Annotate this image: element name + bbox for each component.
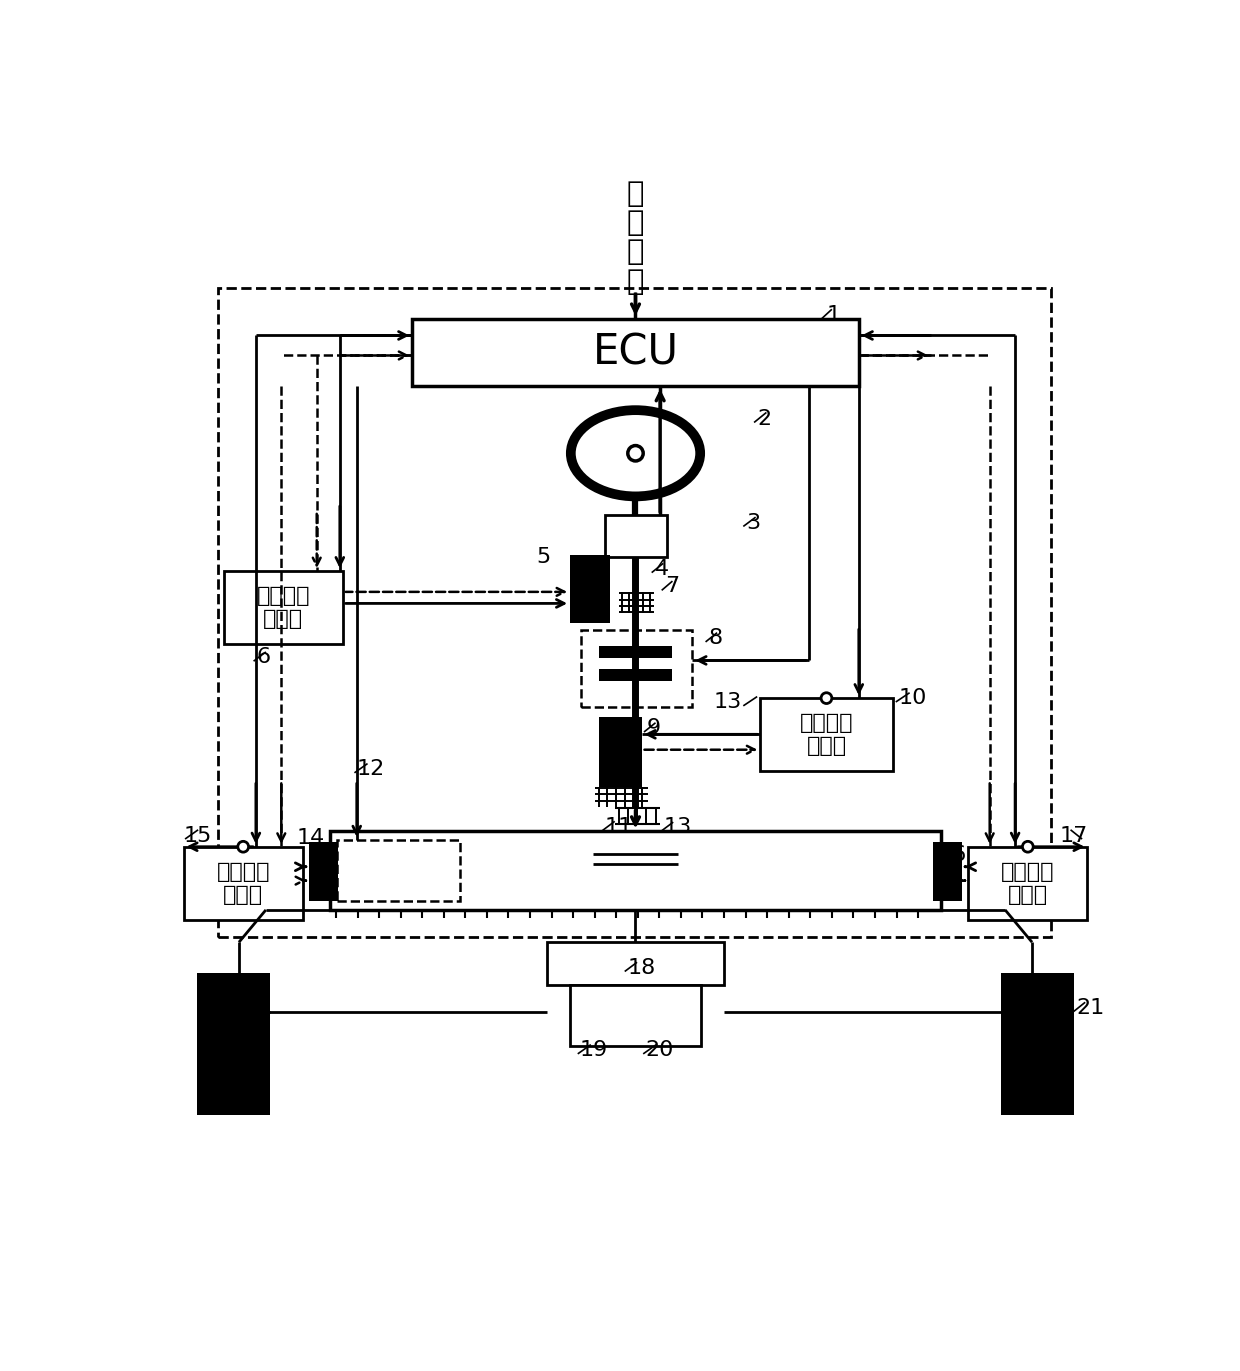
Bar — [599, 669, 672, 681]
Text: 13: 13 — [663, 817, 692, 838]
Circle shape — [627, 446, 644, 461]
Text: 车: 车 — [626, 180, 645, 208]
Bar — [337, 840, 460, 901]
Text: 第二电机
控制器: 第二电机 控制器 — [1001, 862, 1054, 905]
Text: 路感电机
控制器: 路感电机 控制器 — [257, 585, 310, 629]
Bar — [330, 831, 941, 910]
Ellipse shape — [570, 410, 701, 496]
Text: 6: 6 — [257, 647, 270, 668]
Text: 第三电机
控制器: 第三电机 控制器 — [800, 713, 853, 757]
Bar — [570, 555, 610, 622]
Text: 21: 21 — [1076, 998, 1104, 1017]
Text: 11: 11 — [605, 817, 632, 838]
Text: 2: 2 — [758, 409, 771, 429]
Bar — [968, 847, 1087, 920]
Bar — [184, 847, 303, 920]
Bar — [570, 984, 701, 1046]
Bar — [580, 629, 692, 706]
Bar — [1001, 973, 1074, 1116]
Text: 12: 12 — [357, 760, 384, 779]
Bar — [223, 572, 343, 644]
Bar — [547, 942, 724, 984]
Text: 速: 速 — [626, 210, 645, 237]
Bar — [932, 842, 962, 901]
Text: 9: 9 — [647, 718, 661, 738]
Circle shape — [821, 692, 832, 703]
Text: 5: 5 — [537, 547, 551, 568]
Bar — [599, 646, 672, 658]
Bar — [760, 698, 893, 772]
Text: 15: 15 — [184, 825, 212, 846]
Text: 18: 18 — [627, 957, 656, 978]
Bar — [218, 288, 1052, 936]
Text: 8: 8 — [708, 628, 723, 648]
Text: 4: 4 — [655, 559, 668, 579]
Text: 13: 13 — [713, 692, 742, 712]
Bar — [605, 515, 667, 557]
Bar — [412, 318, 859, 387]
Text: 信: 信 — [626, 239, 645, 266]
Bar — [599, 717, 641, 787]
Text: 第一电机
控制器: 第一电机 控制器 — [217, 862, 270, 905]
Text: 10: 10 — [899, 688, 928, 709]
Circle shape — [238, 842, 248, 853]
Text: 19: 19 — [580, 1041, 609, 1060]
Text: 3: 3 — [746, 513, 760, 532]
Text: 20: 20 — [646, 1041, 673, 1060]
Bar — [197, 973, 270, 1116]
Text: 17: 17 — [1059, 825, 1087, 846]
Text: ECU: ECU — [593, 332, 678, 373]
Text: 16: 16 — [939, 845, 967, 865]
Text: 14: 14 — [296, 828, 325, 849]
Bar — [309, 842, 339, 901]
Circle shape — [1023, 842, 1033, 853]
Text: 号: 号 — [626, 267, 645, 296]
Text: 1: 1 — [826, 304, 841, 325]
Text: 7: 7 — [665, 576, 678, 596]
